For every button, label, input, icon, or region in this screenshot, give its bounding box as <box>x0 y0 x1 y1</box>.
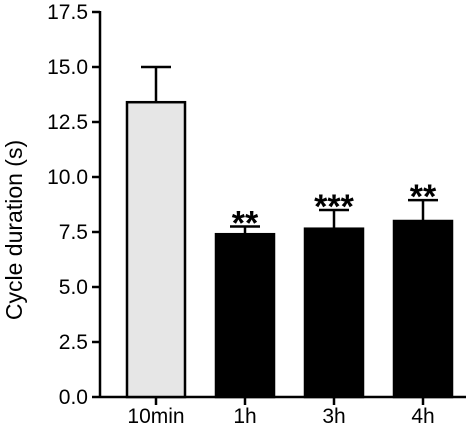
significance-label: ** <box>410 178 437 216</box>
bar <box>214 232 276 399</box>
bar <box>392 219 454 399</box>
x-tick-label: 4h <box>411 405 434 425</box>
y-tick-label: 0.0 <box>59 386 88 409</box>
plot-area: 0.0 2.5 5.0 7.5 10.0 12.5 15.0 17.5 10min 1h ** 3h *… <box>47 1 466 425</box>
y-tick-label: 17.5 <box>47 1 88 24</box>
y-axis-title: Cycle duration (s) <box>1 140 27 320</box>
significance-label: ** <box>232 205 259 243</box>
y-tick-label: 12.5 <box>47 111 88 134</box>
y-tick-label: 5.0 <box>59 276 88 299</box>
bar <box>125 100 187 399</box>
y-tick-label: 2.5 <box>59 331 88 354</box>
x-tick-label: 1h <box>233 405 256 425</box>
x-tick-label: 3h <box>322 405 345 425</box>
y-tick-label: 7.5 <box>59 221 88 244</box>
x-tick-label: 10min <box>127 405 184 425</box>
y-tick-label: 10.0 <box>47 166 88 189</box>
bar <box>303 227 365 399</box>
significance-label: *** <box>314 188 354 226</box>
y-tick-label: 15.0 <box>47 56 88 79</box>
